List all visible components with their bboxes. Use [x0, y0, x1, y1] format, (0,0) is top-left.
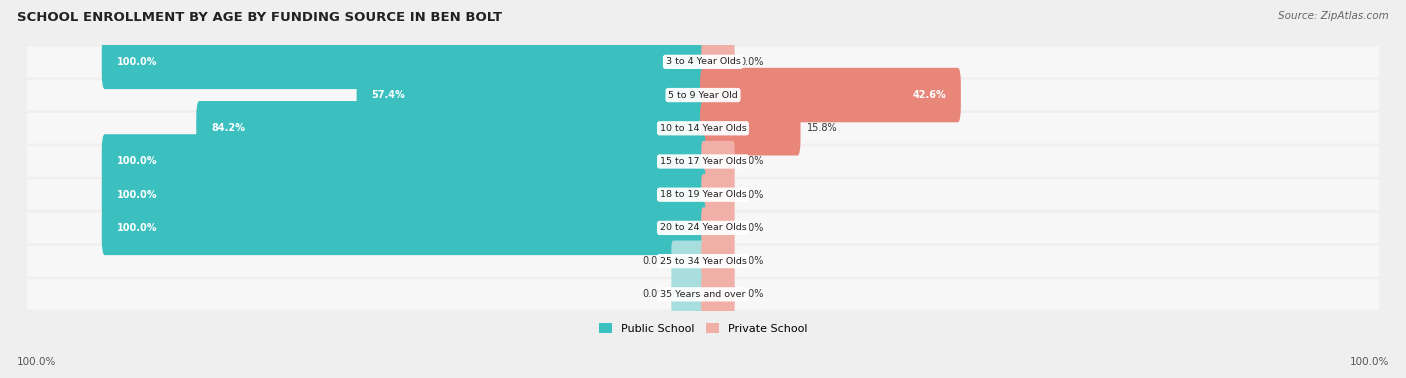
FancyBboxPatch shape — [702, 174, 735, 215]
Text: 100.0%: 100.0% — [117, 156, 157, 166]
FancyBboxPatch shape — [671, 240, 704, 282]
Text: 0.0%: 0.0% — [740, 156, 763, 166]
Text: 0.0%: 0.0% — [643, 256, 666, 266]
Text: 0.0%: 0.0% — [740, 256, 763, 266]
FancyBboxPatch shape — [700, 68, 960, 122]
Text: 100.0%: 100.0% — [1350, 357, 1389, 367]
Text: Source: ZipAtlas.com: Source: ZipAtlas.com — [1278, 11, 1389, 21]
FancyBboxPatch shape — [27, 46, 1379, 77]
Text: 100.0%: 100.0% — [117, 190, 157, 200]
FancyBboxPatch shape — [357, 68, 706, 122]
FancyBboxPatch shape — [27, 213, 1379, 243]
FancyBboxPatch shape — [702, 41, 735, 82]
Legend: Public School, Private School: Public School, Private School — [595, 320, 811, 337]
FancyBboxPatch shape — [101, 134, 706, 189]
FancyBboxPatch shape — [101, 201, 706, 255]
Text: 0.0%: 0.0% — [740, 57, 763, 67]
FancyBboxPatch shape — [27, 246, 1379, 276]
Text: 100.0%: 100.0% — [17, 357, 56, 367]
FancyBboxPatch shape — [27, 279, 1379, 310]
FancyBboxPatch shape — [27, 113, 1379, 144]
Text: 18 to 19 Year Olds: 18 to 19 Year Olds — [659, 190, 747, 199]
Text: 25 to 34 Year Olds: 25 to 34 Year Olds — [659, 257, 747, 266]
Text: 20 to 24 Year Olds: 20 to 24 Year Olds — [659, 223, 747, 232]
FancyBboxPatch shape — [702, 141, 735, 182]
FancyBboxPatch shape — [197, 101, 706, 155]
Text: 15 to 17 Year Olds: 15 to 17 Year Olds — [659, 157, 747, 166]
FancyBboxPatch shape — [27, 80, 1379, 110]
Text: 5 to 9 Year Old: 5 to 9 Year Old — [668, 91, 738, 99]
FancyBboxPatch shape — [702, 240, 735, 282]
FancyBboxPatch shape — [27, 180, 1379, 210]
FancyBboxPatch shape — [101, 167, 706, 222]
Text: 35 Years and over: 35 Years and over — [661, 290, 745, 299]
FancyBboxPatch shape — [702, 207, 735, 248]
FancyBboxPatch shape — [101, 35, 706, 89]
FancyBboxPatch shape — [700, 101, 800, 155]
FancyBboxPatch shape — [27, 146, 1379, 177]
Text: 0.0%: 0.0% — [740, 190, 763, 200]
Text: 10 to 14 Year Olds: 10 to 14 Year Olds — [659, 124, 747, 133]
Text: 42.6%: 42.6% — [912, 90, 946, 100]
Text: SCHOOL ENROLLMENT BY AGE BY FUNDING SOURCE IN BEN BOLT: SCHOOL ENROLLMENT BY AGE BY FUNDING SOUR… — [17, 11, 502, 24]
Text: 100.0%: 100.0% — [117, 57, 157, 67]
FancyBboxPatch shape — [671, 274, 704, 315]
Text: 0.0%: 0.0% — [740, 223, 763, 233]
Text: 84.2%: 84.2% — [211, 123, 245, 133]
Text: 100.0%: 100.0% — [117, 223, 157, 233]
FancyBboxPatch shape — [702, 274, 735, 315]
Text: 0.0%: 0.0% — [643, 289, 666, 299]
Text: 57.4%: 57.4% — [371, 90, 405, 100]
Text: 3 to 4 Year Olds: 3 to 4 Year Olds — [665, 57, 741, 67]
Text: 15.8%: 15.8% — [807, 123, 837, 133]
Text: 0.0%: 0.0% — [740, 289, 763, 299]
